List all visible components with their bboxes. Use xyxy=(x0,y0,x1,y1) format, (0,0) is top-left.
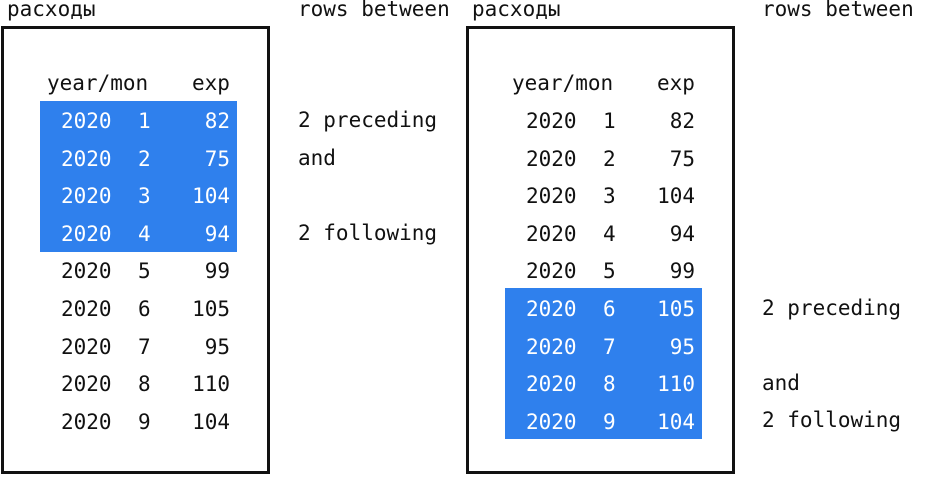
panel-1-row-4-year: 2020 xyxy=(61,222,112,246)
panel-2-row-5-year: 2020 xyxy=(526,259,577,283)
panel-2-row-6-mon: 6 xyxy=(603,297,616,321)
panel-2-row-9-mon: 9 xyxy=(603,410,616,434)
panel-1-row-8-year: 2020 xyxy=(61,372,112,396)
panel-1-row-3-mon: 3 xyxy=(138,184,151,208)
panel-2-row-8-mon: 8 xyxy=(603,372,616,396)
panel-2-row-7-exp: 95 xyxy=(669,335,695,359)
panel-2-row-5-exp: 99 xyxy=(669,259,695,283)
panel-2-row-6-exp: 105 xyxy=(657,297,695,321)
panel-2-title: расходы xyxy=(472,0,561,21)
panel-2-row-7-mon: 7 xyxy=(603,335,616,359)
panel-1-title: расходы xyxy=(7,0,96,21)
panel-1-row-2-mon: 2 xyxy=(138,147,151,171)
panel-2-highlight-window xyxy=(505,288,702,439)
panel-2-row-8-year: 2020 xyxy=(526,372,577,396)
panel-1-note-and: and xyxy=(298,146,336,170)
panel-2-note-following: 2 following xyxy=(762,408,902,432)
panel-1-row-8-mon: 8 xyxy=(138,372,151,396)
panel-2-row-2-exp: 75 xyxy=(669,147,695,171)
panel-1-row-9-mon: 9 xyxy=(138,410,151,434)
panel-2-row-7-year: 2020 xyxy=(526,335,577,359)
panel-2-row-1-exp: 82 xyxy=(669,109,695,133)
panel-2-row-2-mon: 2 xyxy=(603,147,616,171)
panel-2-row-3-exp: 104 xyxy=(657,184,695,208)
panel-1-row-3-exp: 104 xyxy=(192,184,230,208)
panel-1-row-4-exp: 94 xyxy=(204,222,230,246)
panel-1-table-frame xyxy=(1,26,270,474)
panel-2-note-preceding: 2 preceding xyxy=(762,296,902,320)
panel-2-row-9-year: 2020 xyxy=(526,410,577,434)
panel-2-row-1-year: 2020 xyxy=(526,109,577,133)
panel-1-row-7-year: 2020 xyxy=(61,335,112,359)
panel-2-row-4-exp: 94 xyxy=(669,222,695,246)
panel-2-row-3-year: 2020 xyxy=(526,184,577,208)
panel-1-row-2-year: 2020 xyxy=(61,147,112,171)
panel-1-row-8-exp: 110 xyxy=(192,372,230,396)
panel-1-row-2-exp: 75 xyxy=(204,147,230,171)
panel-2-row-6-year: 2020 xyxy=(526,297,577,321)
panel-1-note-preceding: 2 preceding xyxy=(298,108,438,132)
panel-1-row-7-exp: 95 xyxy=(204,335,230,359)
panel-1-row-5-year: 2020 xyxy=(61,259,112,283)
panel-2-row-9-exp: 104 xyxy=(657,410,695,434)
panel-1-row-1-year: 2020 xyxy=(61,109,112,133)
panel-1-row-1-mon: 1 xyxy=(138,109,151,133)
panel-1-note-following: 2 following xyxy=(298,221,438,245)
panel-1-row-1-exp: 82 xyxy=(204,109,230,133)
panel-1-row-6-mon: 6 xyxy=(138,297,151,321)
panel-1-header-exp: exp xyxy=(192,71,230,95)
panel-2-row-4-year: 2020 xyxy=(526,222,577,246)
panel-1-rows-between-label: rows between xyxy=(298,0,450,21)
panel-1-row-4-mon: 4 xyxy=(138,222,151,246)
panel-2-row-3-mon: 3 xyxy=(603,184,616,208)
panel-2-table-frame xyxy=(466,26,735,474)
panel-2-header-exp: exp xyxy=(657,71,695,95)
panel-2-row-4-mon: 4 xyxy=(603,222,616,246)
panel-1-row-9-exp: 104 xyxy=(192,410,230,434)
panel-1-row-6-exp: 105 xyxy=(192,297,230,321)
panel-1-row-5-exp: 99 xyxy=(204,259,230,283)
panel-1-row-9-year: 2020 xyxy=(61,410,112,434)
panel-2-row-5-mon: 5 xyxy=(603,259,616,283)
panel-2-row-2-year: 2020 xyxy=(526,147,577,171)
panel-2-note-and: and xyxy=(762,371,800,395)
panel-2-header-year-mon: year/mon xyxy=(512,71,614,95)
panel-1-highlight-window xyxy=(40,101,237,252)
panel-1-row-5-mon: 5 xyxy=(138,259,151,283)
panel-1-row-7-mon: 7 xyxy=(138,335,151,359)
panel-2-row-8-exp: 110 xyxy=(657,372,695,396)
panel-1-row-6-year: 2020 xyxy=(61,297,112,321)
panel-1-header-year-mon: year/mon xyxy=(47,71,149,95)
panel-2-row-1-mon: 1 xyxy=(603,109,616,133)
panel-1-row-3-year: 2020 xyxy=(61,184,112,208)
panel-2-rows-between-label: rows between xyxy=(762,0,914,21)
